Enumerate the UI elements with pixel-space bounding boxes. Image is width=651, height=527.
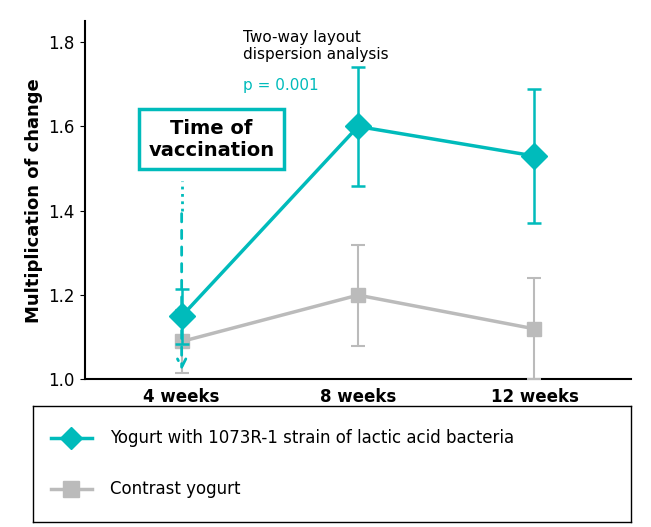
Text: Contrast yogurt: Contrast yogurt (111, 480, 241, 498)
Text: p = 0.001: p = 0.001 (243, 78, 319, 93)
Text: Two-way layout
dispersion analysis: Two-way layout dispersion analysis (243, 30, 389, 62)
Text: Time of
vaccination: Time of vaccination (148, 119, 275, 160)
Y-axis label: Multiplication of change: Multiplication of change (25, 78, 43, 323)
Text: Yogurt with 1073R-1 strain of lactic acid bacteria: Yogurt with 1073R-1 strain of lactic aci… (111, 430, 514, 447)
